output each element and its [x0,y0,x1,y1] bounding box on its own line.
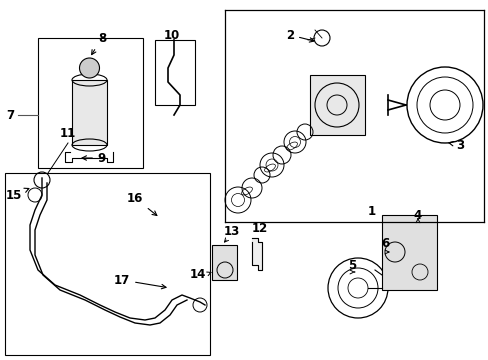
Circle shape [80,58,99,78]
Bar [5,173,209,355]
Polygon shape [251,238,262,270]
Bar [38,38,142,168]
Bar [155,40,195,105]
Text: 6: 6 [380,237,388,250]
Text: 2: 2 [285,28,313,42]
Text: 8: 8 [91,31,106,55]
Text: 4: 4 [413,209,421,222]
Text: 10: 10 [163,29,180,42]
Text: 14: 14 [189,269,206,282]
Text: 15: 15 [6,188,29,202]
Text: 12: 12 [251,222,267,235]
Bar [381,215,436,290]
Text: 5: 5 [347,259,355,272]
Text: 16: 16 [126,192,157,216]
Text: 11: 11 [60,127,76,140]
Text: 3: 3 [448,139,463,152]
Text: 17: 17 [114,274,166,289]
Text: 9: 9 [82,152,106,165]
Text: 7: 7 [6,108,14,122]
Bar [309,75,364,135]
Text: 1: 1 [367,205,375,218]
Bar [212,245,237,280]
Text: 13: 13 [224,225,240,238]
Bar [72,80,107,145]
